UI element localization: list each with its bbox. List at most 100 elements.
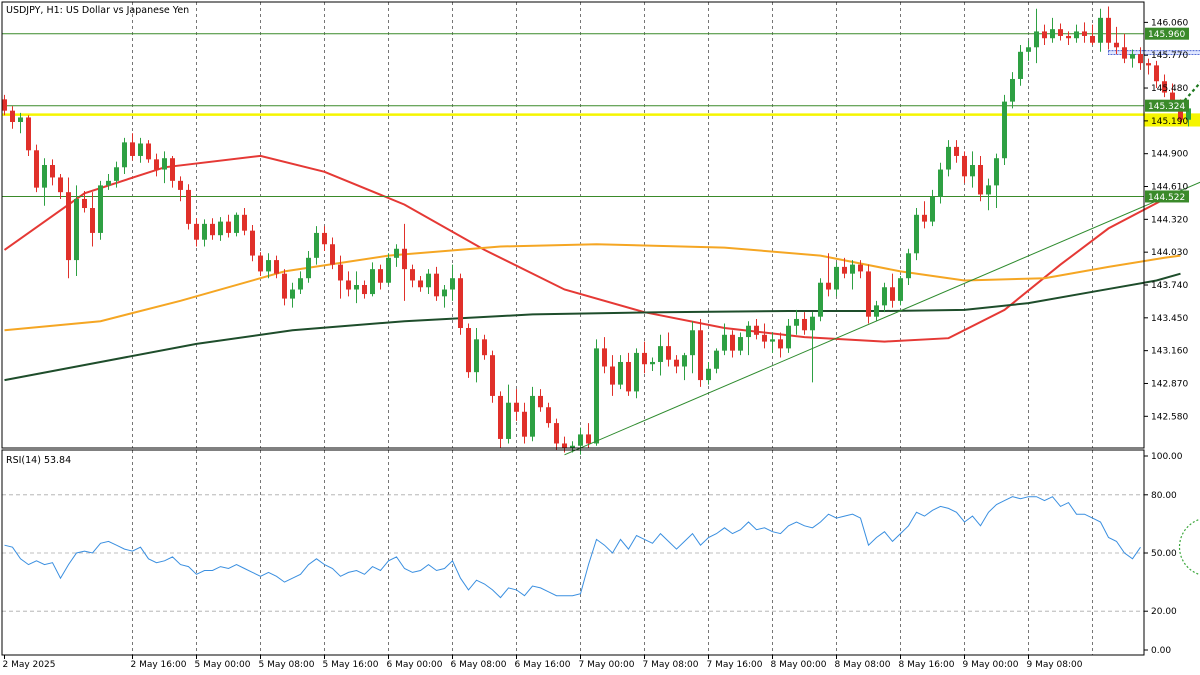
candle-body xyxy=(1058,29,1063,36)
candle xyxy=(338,255,343,299)
candle-body xyxy=(314,232,319,258)
candle-body xyxy=(1170,92,1175,104)
candle-body xyxy=(258,255,263,272)
candle xyxy=(106,174,111,190)
price-level-label-text: 144.522 xyxy=(1148,193,1185,203)
price-tick-label: 144.610 xyxy=(1151,183,1188,193)
candle xyxy=(186,184,191,230)
time-tick-label: 8 May 00:00 xyxy=(771,660,827,670)
candle-body xyxy=(1074,31,1079,39)
candle xyxy=(1010,72,1015,109)
candle-body xyxy=(490,355,495,396)
candle-body xyxy=(58,177,63,193)
candle xyxy=(834,262,839,297)
candle-body xyxy=(122,142,127,168)
candle-body xyxy=(602,348,607,367)
candlesticks xyxy=(2,6,1191,455)
price-tick-label: 145.190 xyxy=(1151,117,1188,127)
candle xyxy=(426,269,431,295)
candle-body xyxy=(906,253,911,279)
candle-body xyxy=(98,185,103,233)
price-tick-label: 143.160 xyxy=(1151,347,1188,357)
candle-body xyxy=(146,143,151,160)
moving-averages xyxy=(3,154,1181,382)
candle-body xyxy=(26,117,31,151)
candle xyxy=(970,151,975,188)
candle-body xyxy=(866,271,871,317)
candle xyxy=(714,348,719,374)
candle-body xyxy=(362,284,367,295)
candle-body xyxy=(74,198,79,261)
candle-body xyxy=(370,269,375,295)
candle xyxy=(178,176,183,202)
candle-body xyxy=(770,339,775,342)
candle xyxy=(274,255,279,279)
candle xyxy=(706,361,711,385)
candle-body xyxy=(1138,54,1143,64)
candle xyxy=(682,352,687,381)
moving-average-line xyxy=(3,154,1181,343)
candle-body xyxy=(666,346,671,360)
candle-body xyxy=(1186,108,1191,120)
candle xyxy=(874,300,879,322)
candle-body xyxy=(842,266,847,274)
candle-body xyxy=(674,359,679,367)
price-level-label-text: 145.960 xyxy=(1148,30,1185,40)
candle-body xyxy=(1042,31,1047,39)
candle xyxy=(1018,45,1023,86)
candle-body xyxy=(154,159,159,170)
candle-body xyxy=(34,150,39,188)
candle xyxy=(394,244,399,267)
candle xyxy=(1058,23,1063,41)
candle xyxy=(914,208,919,261)
candle xyxy=(490,350,495,403)
candle-body xyxy=(586,434,591,444)
candle xyxy=(210,218,215,240)
candle-body xyxy=(186,189,191,224)
rsi-label: RSI(14) 53.84 xyxy=(6,455,71,466)
candle xyxy=(650,357,655,372)
candle-body xyxy=(378,269,383,283)
candle-body xyxy=(874,305,879,317)
candle-body xyxy=(274,260,279,274)
time-axis: 2 May 2025 2 May 16:00 5 May 00:00 5 May 08… xyxy=(3,655,1083,670)
candle xyxy=(802,312,807,335)
candle-body xyxy=(506,402,511,439)
candle-body xyxy=(882,287,887,306)
candle-body xyxy=(634,352,639,392)
price-tick-label: 145.480 xyxy=(1151,84,1188,94)
candle xyxy=(2,94,7,116)
price-level-label: 144.522 xyxy=(1145,190,1189,203)
candle-body xyxy=(818,282,823,317)
time-tick-label: 7 May 16:00 xyxy=(707,660,763,670)
moving-average-line xyxy=(4,272,1181,382)
candle xyxy=(1082,22,1087,43)
candle-body xyxy=(642,352,647,365)
candle xyxy=(1026,40,1031,61)
candle xyxy=(498,391,503,448)
candle-body xyxy=(242,214,247,231)
candle xyxy=(410,264,415,288)
candle xyxy=(922,201,927,229)
candle xyxy=(58,174,63,199)
candle-body xyxy=(746,325,751,338)
candle xyxy=(162,151,167,184)
candle xyxy=(898,275,903,306)
candle-body xyxy=(578,434,583,446)
candle-body xyxy=(898,278,903,301)
candle xyxy=(666,332,671,367)
time-tick-label: 8 May 16:00 xyxy=(899,660,955,670)
candle-body xyxy=(554,423,559,444)
candle xyxy=(42,158,47,206)
candle-body xyxy=(442,289,447,297)
candle xyxy=(962,151,967,184)
rsi-line xyxy=(4,496,1141,599)
candle-body xyxy=(450,278,455,290)
price-level-label: 145.960 xyxy=(1145,27,1189,40)
candle xyxy=(762,323,767,349)
candle-body xyxy=(546,407,551,424)
candle xyxy=(90,192,95,247)
candle-body xyxy=(114,167,119,181)
candle xyxy=(554,418,559,451)
